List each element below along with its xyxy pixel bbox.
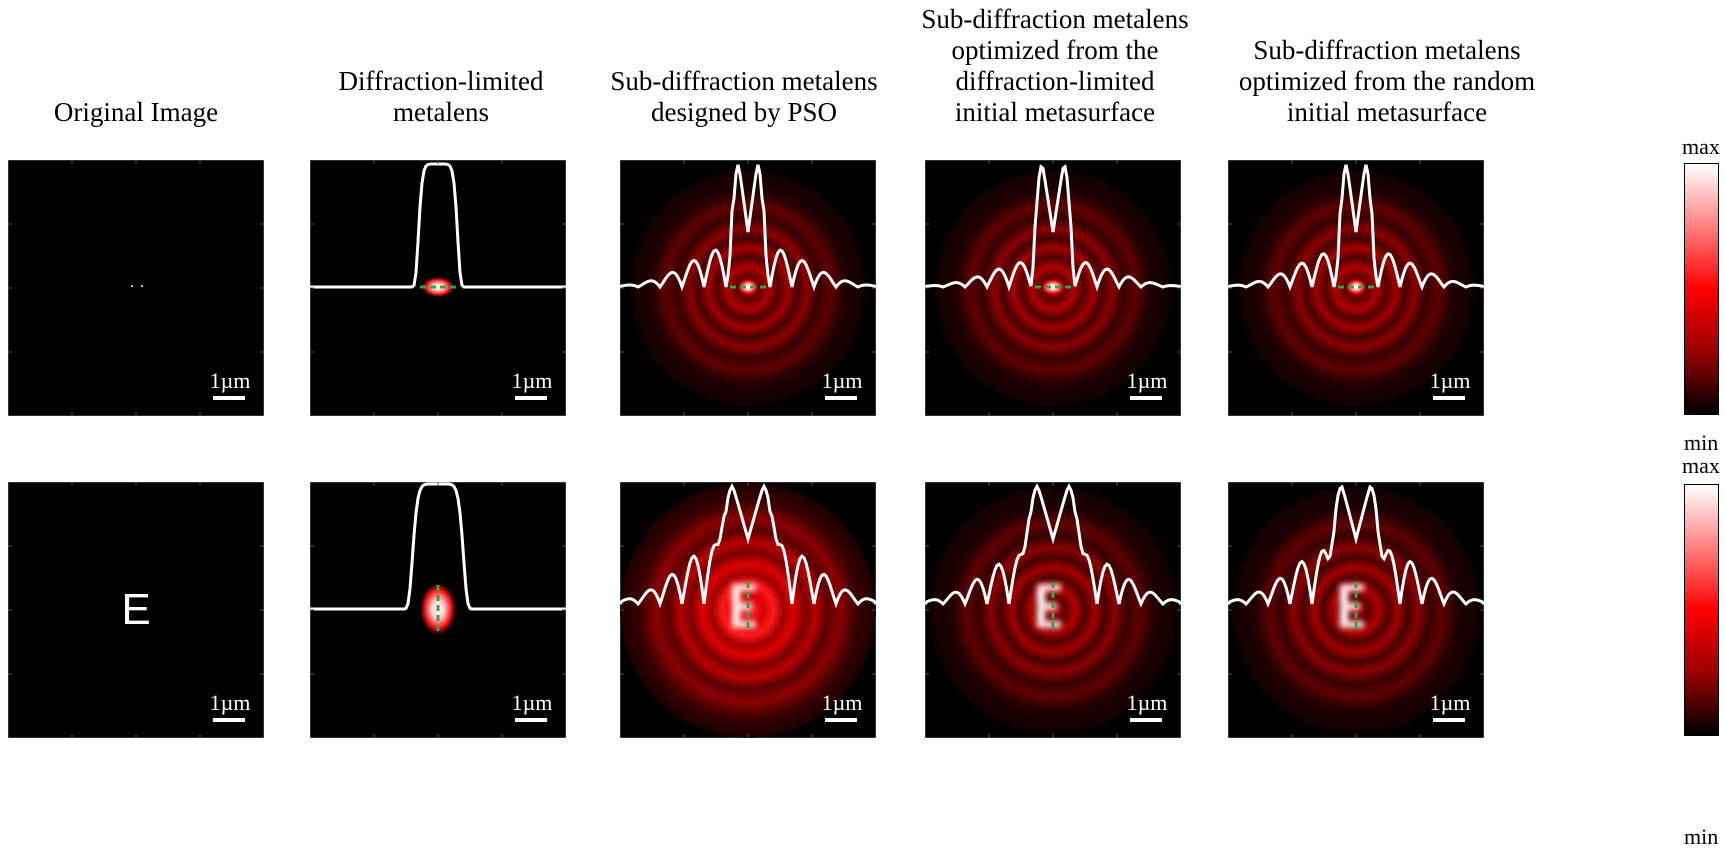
panel-original-two-points: 1µm — [8, 160, 264, 416]
scale-bar — [213, 718, 245, 722]
panel-diffraction-limited-two-points: 1µm — [310, 160, 566, 416]
scale-bar — [213, 396, 245, 400]
intensity-profile — [925, 483, 1181, 608]
scale-bar — [1433, 396, 1465, 400]
scale-bar — [1130, 396, 1162, 400]
scale-bar-label: 1µm — [1127, 368, 1168, 393]
colorbar-top-min-label: min — [1684, 430, 1719, 455]
imaged-letter-e — [1037, 584, 1061, 628]
focal-spot — [1346, 279, 1366, 295]
colorbar-bottom-max-label: max — [1682, 453, 1720, 478]
scale-bar-label: 1µm — [512, 368, 553, 393]
intensity-profile — [925, 164, 1181, 292]
colorbar-top — [1684, 163, 1719, 415]
point-source — [141, 285, 143, 287]
panel-opt-random-two-points: 1µm — [1228, 160, 1484, 416]
panel-original-letter-e: E 1µm — [8, 482, 264, 738]
column-title-pso: Sub-diffraction metalens designed by PSO — [610, 66, 878, 127]
scale-bar — [1433, 718, 1465, 722]
focal-spot — [1041, 279, 1065, 295]
column-title-opt-random: Sub-diffraction metalens optimized from … — [1238, 35, 1536, 127]
scale-bar-label: 1µm — [1127, 690, 1168, 715]
intensity-profile — [1228, 164, 1484, 291]
intensity-profile — [620, 164, 876, 292]
panel-opt-diffraction-two-points: 1µm — [925, 160, 1181, 416]
panel-opt-random-letter-e: 1µm — [1228, 482, 1484, 738]
scale-bar — [825, 396, 857, 400]
colorbar-bottom-min-label: min — [1684, 824, 1719, 849]
colorbar-bottom — [1684, 484, 1719, 736]
focal-spot — [738, 279, 758, 295]
scale-bar-label: 1µm — [210, 368, 251, 393]
panel-pso-two-points: 1µm — [620, 160, 876, 416]
scale-bar-label: 1µm — [512, 690, 553, 715]
scale-bar — [1130, 718, 1162, 722]
scale-bar-label: 1µm — [1430, 368, 1471, 393]
panel-pso-letter-e: 1µm — [620, 482, 876, 738]
column-title-original: Original Image — [53, 97, 219, 127]
scale-bar-label: 1µm — [822, 690, 863, 715]
letter-e-object: E — [121, 585, 150, 634]
column-title-opt-diffraction: Sub-diffraction metalens optimized from … — [921, 4, 1189, 127]
panel-diffraction-limited-letter-e: 1µm — [310, 482, 566, 738]
scale-bar-label: 1µm — [210, 690, 251, 715]
column-title-diffraction-limited: Diffraction-limited metalens — [338, 66, 544, 127]
scale-bar — [515, 396, 547, 400]
point-source — [131, 285, 133, 287]
scale-bar-label: 1µm — [1430, 690, 1471, 715]
colorbar-top-max-label: max — [1682, 134, 1720, 159]
scale-bar — [825, 718, 857, 722]
scale-bar-label: 1µm — [822, 368, 863, 393]
intensity-profile — [620, 483, 876, 609]
imaged-letter-e — [1340, 584, 1364, 628]
scale-bar — [515, 718, 547, 722]
intensity-profile — [1228, 484, 1484, 608]
panel-opt-diffraction-letter-e: 1µm — [925, 482, 1181, 738]
imaged-letter-e — [732, 584, 756, 628]
focal-spot — [422, 277, 454, 297]
